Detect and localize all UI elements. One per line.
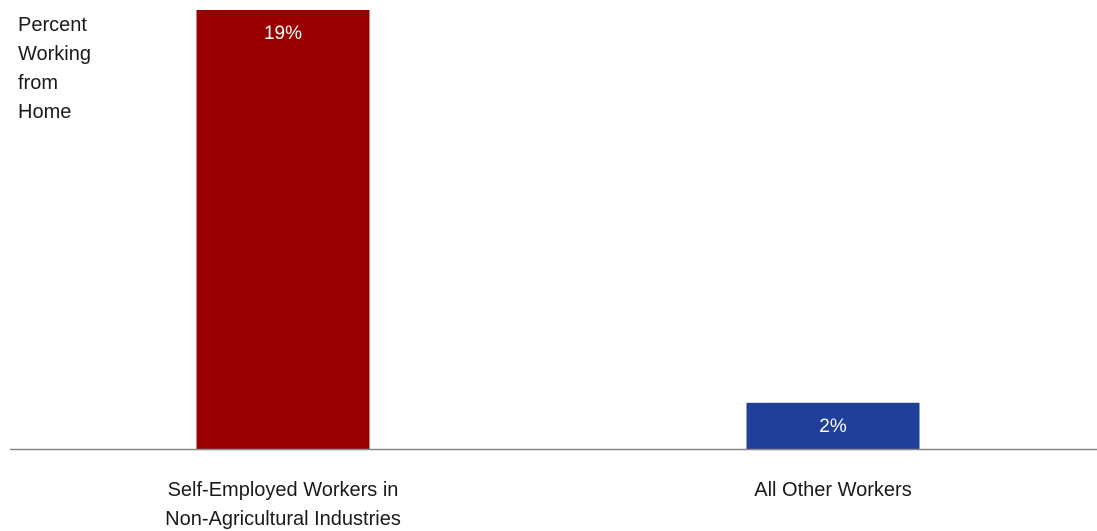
bar [746, 402, 920, 449]
y-axis-label-line: Working [18, 43, 91, 65]
y-axis-label: Percent Working from Home [18, 14, 91, 123]
category-labels: Self-Employed Workers in Non-Agricultural… [165, 479, 912, 530]
bar-value-labels: 19% 2% [264, 23, 847, 437]
y-axis-label-line: Home [18, 101, 71, 123]
y-axis-label-line: Percent [18, 14, 87, 36]
bar-value-label: 19% [264, 23, 302, 44]
bars [196, 10, 920, 449]
bar [196, 10, 370, 449]
category-label: Self-Employed Workers in [168, 479, 399, 501]
category-label: Non-Agricultural Industries [165, 508, 401, 530]
y-axis-label-line: from [18, 72, 58, 94]
category-label: All Other Workers [754, 479, 911, 501]
bar-value-label: 2% [819, 416, 847, 437]
